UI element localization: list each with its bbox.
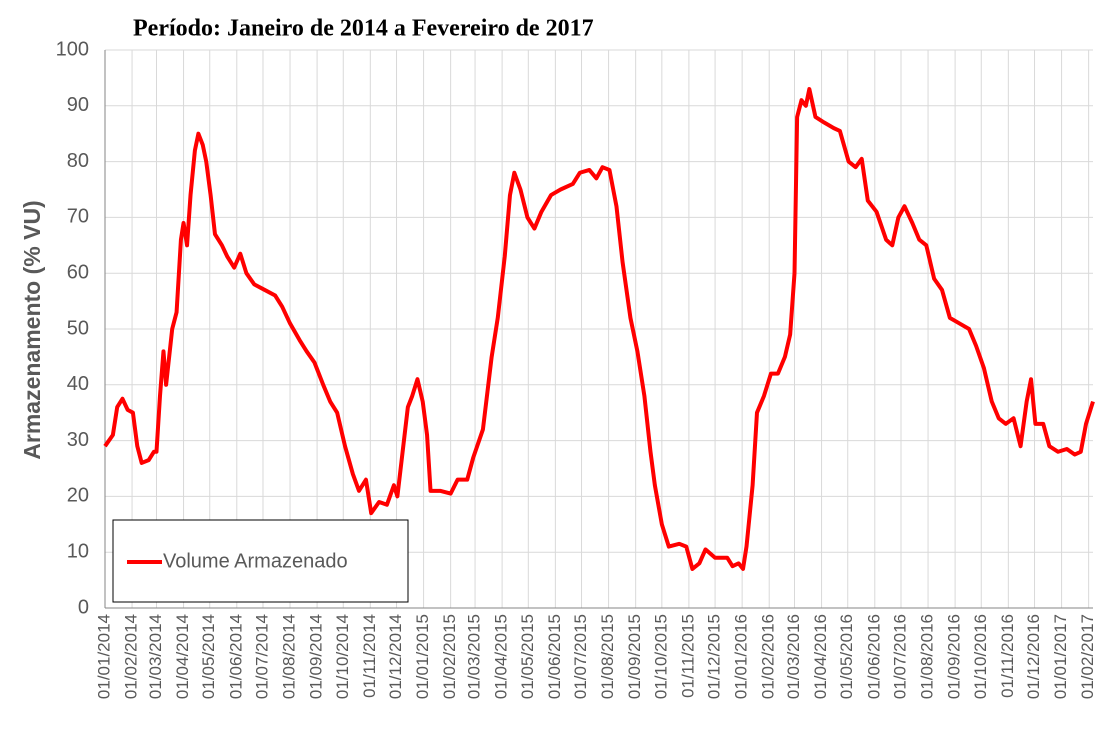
y-tick-label: 80: [67, 150, 89, 172]
x-tick-label: 01/09/2015: [625, 614, 644, 699]
y-tick-label: 20: [67, 485, 89, 507]
ticks: 0 10 20 30 40 50 60 70 80 90 100 01/01/2014 01/02/20…: [56, 38, 1095, 699]
series: [103, 87, 1095, 571]
legend: Volume Armazenado: [112, 519, 409, 603]
x-tick-label: 01/06/2014: [226, 614, 245, 699]
x-tick-label: 01/05/2014: [199, 614, 218, 699]
x-tick-label: 01/05/2015: [518, 614, 537, 699]
x-tick-label: 01/08/2014: [280, 614, 299, 699]
legend-label: Volume Armazenado: [163, 550, 348, 572]
x-tick-label: 01/12/2015: [705, 614, 724, 699]
x-tick-label: 01/04/2015: [492, 614, 511, 699]
x-tick-label: 01/10/2016: [971, 614, 990, 699]
y-tick-label: 30: [67, 429, 89, 451]
chart-title: Período: Janeiro de 2014 a Fevereiro de …: [133, 16, 594, 42]
y-tick-label: 70: [67, 206, 89, 228]
x-tick-label: 01/02/2015: [440, 614, 459, 699]
x-tick-label: 01/08/2016: [918, 614, 937, 699]
x-tick-label: 01/01/2014: [94, 614, 113, 699]
y-tick-label: 40: [67, 373, 89, 395]
x-tick-label: 01/07/2014: [252, 614, 271, 699]
x-tick-label: 01/12/2014: [386, 614, 405, 699]
x-tick-label: 01/12/2016: [1024, 614, 1043, 699]
x-tick-label: 01/06/2016: [864, 614, 883, 699]
x-tick-label: 01/04/2016: [811, 614, 830, 699]
x-tick-label: 01/05/2016: [837, 614, 856, 699]
x-tick-label: 01/01/2015: [413, 614, 432, 699]
x-tick-label: 01/07/2015: [571, 614, 590, 699]
y-tick-label: 0: [78, 596, 89, 618]
x-tick-label: 01/06/2015: [545, 614, 564, 699]
x-tick-label: 01/09/2016: [945, 614, 964, 699]
x-tick-label: 01/11/2014: [360, 614, 379, 698]
y-tick-label: 50: [67, 317, 89, 339]
y-tick-label: 60: [67, 261, 89, 283]
y-axis-label: Armazenamento (% VU): [19, 200, 45, 459]
x-tick-label: 01/02/2014: [122, 614, 141, 699]
x-tick-label: 01/01/2016: [732, 614, 751, 699]
x-tick-label: 01/09/2014: [307, 614, 326, 699]
y-tick-label: 100: [56, 38, 89, 60]
x-tick-label: 01/03/2016: [784, 614, 803, 699]
x-tick-label: 01/10/2015: [651, 614, 670, 699]
x-tick-label: 01/10/2014: [333, 614, 352, 699]
legend-box: [112, 519, 409, 603]
x-tick-label: 01/03/2014: [146, 614, 165, 699]
x-tick-label: 01/02/2017: [1078, 614, 1095, 699]
series-line: [103, 87, 1095, 571]
x-tick-label: 01/02/2016: [759, 614, 778, 699]
x-tick-label: 01/01/2017: [1051, 614, 1070, 699]
x-tick-label: 01/03/2015: [465, 614, 484, 699]
y-tick-label: 10: [67, 540, 89, 562]
x-tick-label: 01/07/2016: [890, 614, 909, 699]
x-tick-label: 01/11/2016: [998, 614, 1017, 698]
x-tick-label: 01/08/2015: [598, 614, 617, 699]
x-tick-label: 01/04/2014: [173, 614, 192, 699]
y-tick-label: 90: [67, 94, 89, 116]
x-tick-label: 01/11/2015: [678, 614, 697, 698]
